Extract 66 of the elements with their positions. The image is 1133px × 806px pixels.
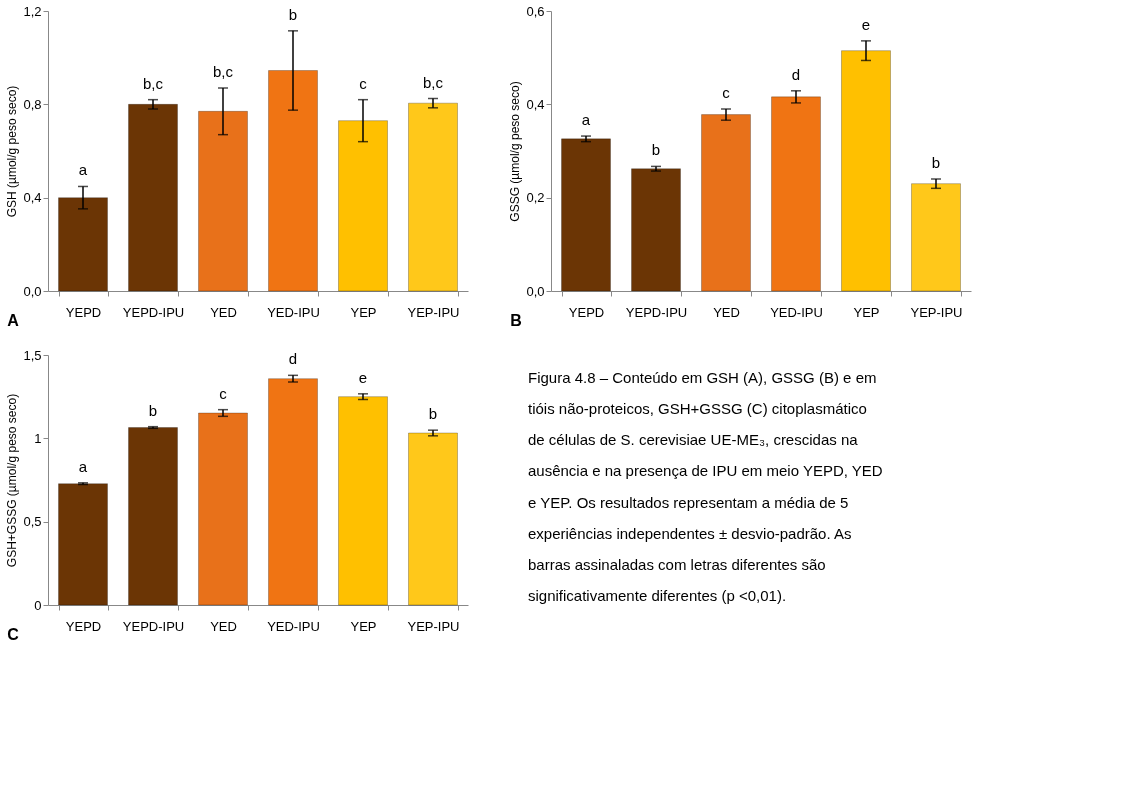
bar (128, 427, 178, 606)
x-tick-label: YEP (350, 618, 377, 634)
annotation: b,c (212, 63, 234, 80)
y-axis-title: GSH+GSSG (µmol/g peso seco) (5, 393, 20, 568)
annotation: b (288, 5, 298, 23)
text: B (510, 312, 522, 329)
bar (911, 183, 961, 292)
text: Figura 4.8 – Conteúdo em GSH (A), GSSG (B) e em tióis não-proteicos, GSH+GSSG (C) citoplasmático de células de S. cerevisiae UE-ME₃, crescidas na ausência e na presença de IPU em meio YEPD, YED e YEP. Os resultados representam a média de 5 experiências independentes ± desvio-padrão. As barras assinaladas com letras diferentes são significativamente diferentes (p <0,01). (528, 368, 883, 605)
x-tick-label: YED-IPU (770, 304, 823, 320)
y-axis-title: GSSG (µmol/g peso seco) (508, 81, 523, 222)
annotation: b,c (142, 74, 164, 92)
y-tick-label: 0,2 (526, 190, 545, 206)
x-tick-label: YED-IPU (267, 618, 320, 634)
y-tick-label: 0 (34, 597, 42, 613)
x-tick-label: YEPD-IPU (122, 304, 185, 320)
annotation: a (78, 161, 88, 179)
y-tick-label: 1,2 (23, 3, 42, 19)
annotation: c (359, 74, 368, 92)
x-tick-label: YEPD (65, 304, 102, 320)
x-tick-label: YEP-IPU (407, 618, 460, 634)
x-tick-label: YEP (853, 304, 880, 320)
annotation: b (428, 405, 438, 423)
x-tick-label: YEP-IPU (407, 304, 460, 320)
y-tick-label: 0,4 (526, 96, 545, 112)
annotation: e (861, 15, 871, 33)
bar (631, 168, 681, 292)
text: C (7, 626, 20, 643)
annotation: b,c (422, 73, 444, 91)
bar (408, 102, 458, 292)
annotation: a (581, 111, 591, 129)
x-tick-label: YEPD (65, 618, 102, 634)
y-tick-label: 1,5 (23, 347, 42, 363)
x-tick-label: YEPD-IPU (625, 304, 688, 320)
x-tick-label: YED (713, 304, 740, 320)
y-tick-label: 1 (34, 430, 42, 446)
y-tick-label: 0,5 (23, 514, 42, 530)
bar (338, 396, 388, 606)
text: A (7, 312, 20, 329)
bar (198, 412, 248, 606)
y-tick-label: 0,0 (526, 283, 545, 299)
x-tick-label: YEP (350, 304, 377, 320)
x-tick-label: YED (210, 304, 237, 320)
annotation: a (78, 457, 88, 475)
annotation: d (791, 65, 801, 83)
y-tick-label: 0,6 (526, 3, 545, 19)
x-tick-label: YEP-IPU (910, 304, 963, 320)
bar (58, 483, 108, 606)
x-tick-label: YED (210, 618, 237, 634)
y-axis-title: GSH (µmol/g peso seco) (5, 85, 20, 218)
annotation: c (219, 384, 228, 402)
y-tick-label: 0,4 (23, 190, 42, 206)
annotation: b (651, 141, 661, 159)
annotation: c (722, 84, 731, 101)
y-tick-label: 0,8 (23, 96, 42, 112)
x-tick-label: YEPD-IPU (122, 618, 185, 634)
bar (268, 378, 318, 606)
annotation: d (288, 350, 298, 368)
annotation: b (148, 401, 158, 419)
annotation: b (931, 154, 941, 171)
x-tick-label: YED-IPU (267, 304, 320, 320)
y-tick-label: 0,0 (23, 283, 42, 299)
annotation: e (358, 368, 368, 386)
bar (561, 138, 611, 292)
x-tick-label: YEPD (568, 304, 605, 320)
bar (128, 103, 178, 292)
bar (408, 432, 458, 606)
